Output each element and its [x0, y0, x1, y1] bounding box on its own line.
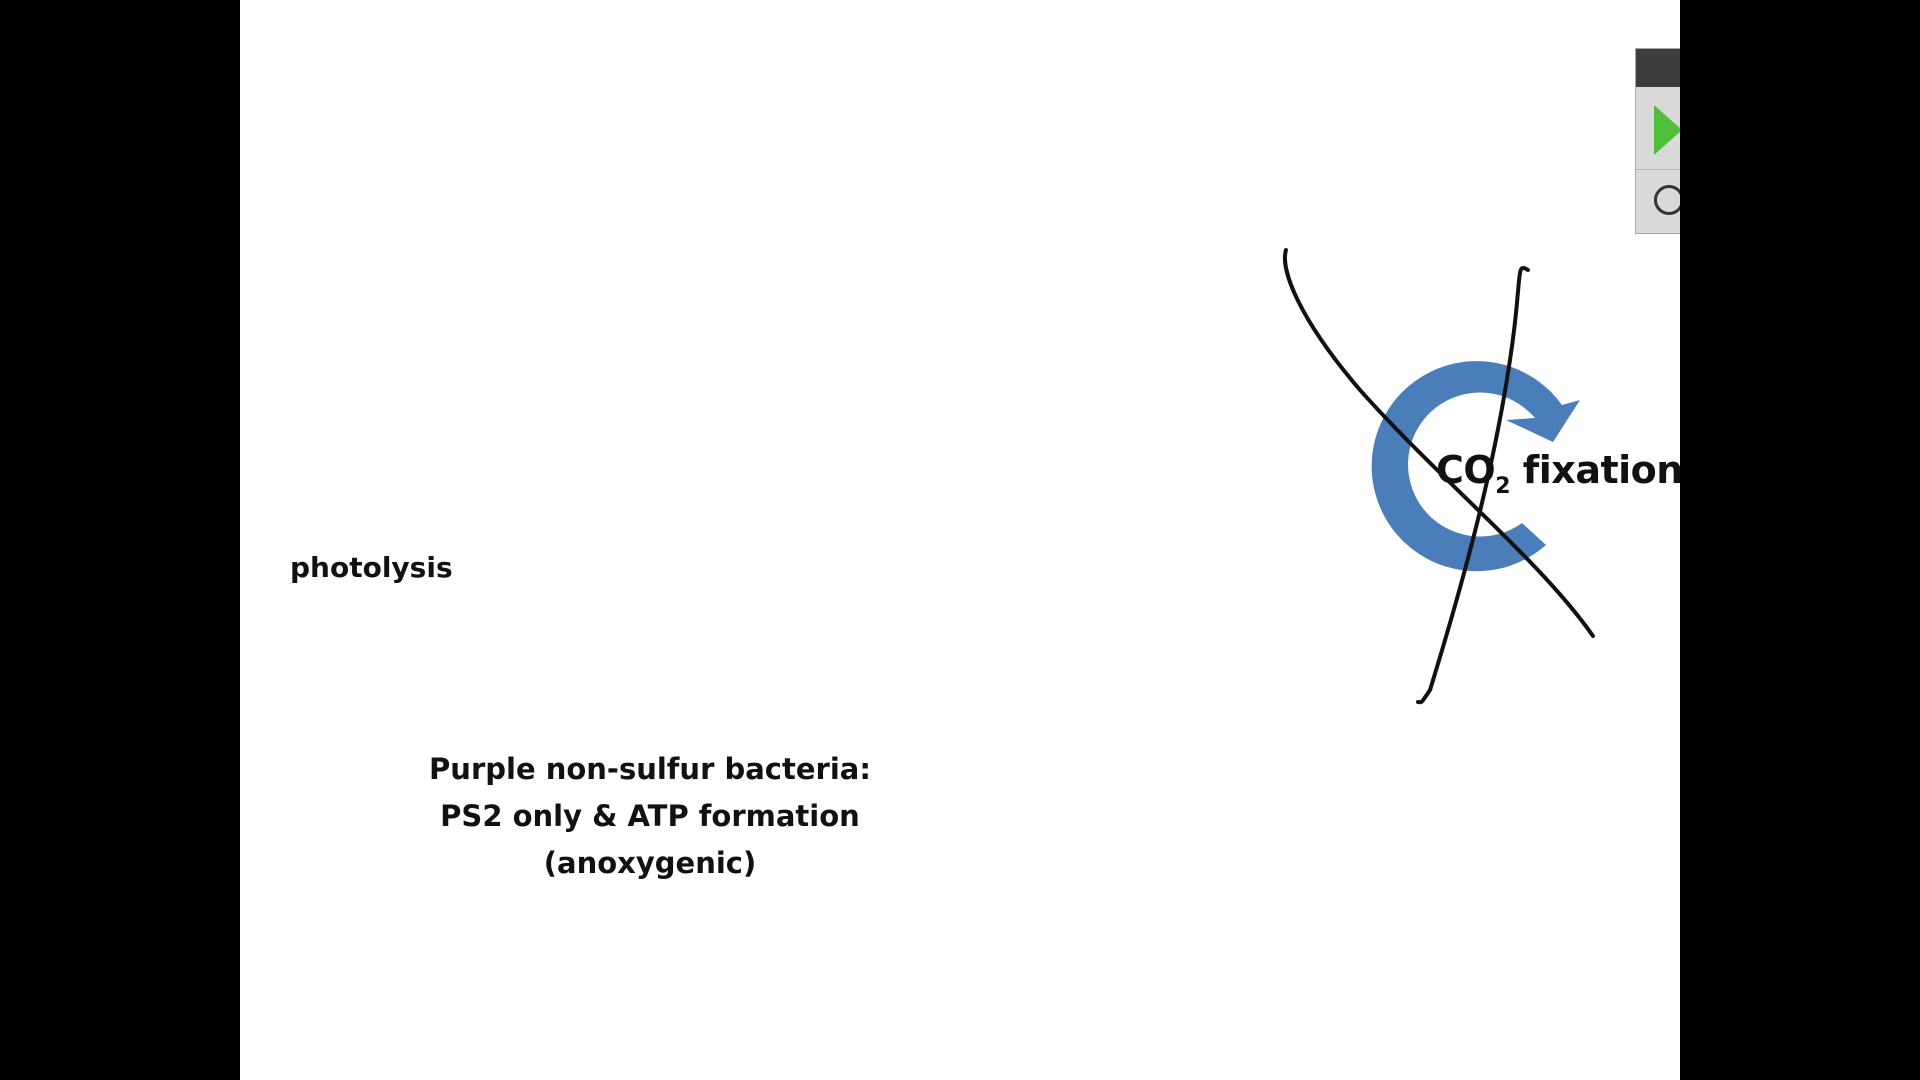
co2-subscript: 2: [1495, 474, 1511, 499]
co2-co: CO: [1436, 448, 1496, 492]
co2-fixation-label: CO2 fixation: [1436, 448, 1680, 498]
photolysis-label: photolysis: [290, 551, 453, 584]
bacteria-caption: Purple non-sulfur bacteria: PS2 only & A…: [420, 746, 880, 887]
slide: photolysis Purple non-sulfur bacteria: P…: [240, 0, 1680, 1080]
co2-fixation-diagram: [1283, 248, 1595, 705]
widget-title-bar: [1636, 49, 1680, 87]
bacteria-caption-line-1: Purple non-sulfur bacteria:: [429, 752, 871, 786]
co2-word: fixation: [1510, 448, 1680, 492]
circle-icon[interactable]: [1654, 185, 1680, 215]
play-icon[interactable]: [1654, 105, 1680, 155]
bacteria-caption-line-2: PS2 only & ATP formation: [440, 799, 860, 833]
widget-divider: [1636, 169, 1680, 170]
playback-widget: [1635, 48, 1680, 234]
bacteria-caption-line-3: (anoxygenic): [543, 846, 757, 880]
strike-line-1: [1283, 248, 1595, 638]
